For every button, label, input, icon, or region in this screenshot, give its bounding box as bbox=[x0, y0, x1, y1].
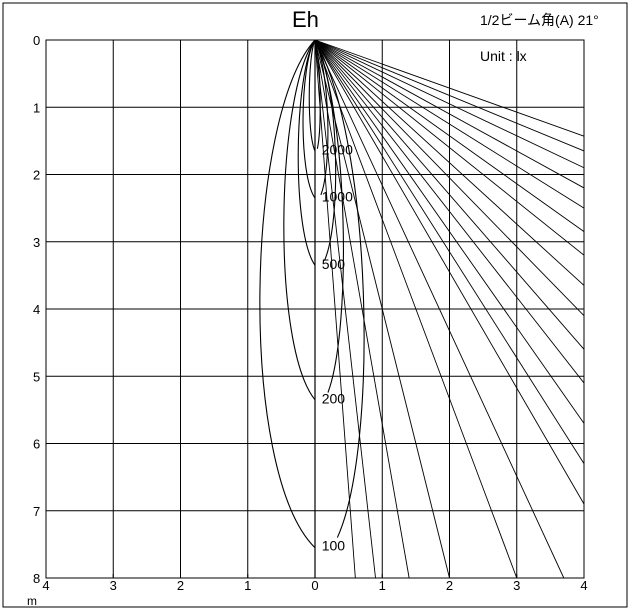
y-tick-label: 0 bbox=[33, 33, 40, 48]
diagram-title: Eh bbox=[292, 7, 319, 32]
isolux-label: 100 bbox=[322, 538, 346, 554]
x-tick-label: 1 bbox=[379, 578, 386, 593]
beam-ray bbox=[314, 39, 565, 579]
beam-ray bbox=[314, 39, 585, 424]
y-tick-label: 4 bbox=[33, 302, 40, 317]
y-tick-label: 3 bbox=[33, 235, 40, 250]
beam-ray bbox=[314, 39, 450, 579]
beam-ray bbox=[314, 39, 585, 256]
y-tick-label: 1 bbox=[33, 100, 40, 115]
y-tick-label: 6 bbox=[33, 437, 40, 452]
x-tick-label: 0 bbox=[311, 578, 318, 593]
isolux-label: 2000 bbox=[322, 142, 353, 158]
x-axis-ticks: 4 3 2 1 0 1 2 3 4 bbox=[42, 578, 587, 593]
x-tick-label: 3 bbox=[513, 578, 520, 593]
x-tick-label: 4 bbox=[580, 578, 587, 593]
isolux-label: 500 bbox=[322, 256, 346, 272]
isolux-curve-100 bbox=[259, 39, 365, 549]
beam-ray bbox=[314, 39, 585, 152]
isolux-curve-200 bbox=[283, 39, 344, 401]
y-axis-ticks: 0 1 2 3 4 5 6 7 8 bbox=[33, 33, 40, 586]
y-tick-label: 8 bbox=[33, 571, 40, 586]
beam-ray bbox=[314, 39, 356, 579]
beam-ray bbox=[314, 39, 585, 350]
x-tick-label: 2 bbox=[177, 578, 184, 593]
beam-ray bbox=[314, 39, 585, 209]
beam-ray bbox=[314, 39, 376, 579]
x-tick-label: 3 bbox=[110, 578, 117, 593]
beam-ray bbox=[314, 39, 585, 137]
x-axis-unit: m bbox=[27, 594, 37, 608]
y-tick-label: 2 bbox=[33, 168, 40, 183]
beam-ray bbox=[314, 39, 585, 464]
x-tick-label: 4 bbox=[42, 578, 49, 593]
x-tick-label: 2 bbox=[446, 578, 453, 593]
isolux-curves bbox=[259, 39, 365, 549]
beam-rays bbox=[314, 39, 585, 579]
beam-ray bbox=[314, 39, 585, 384]
beam-ray bbox=[314, 39, 585, 286]
beam-ray bbox=[314, 39, 585, 505]
y-tick-label: 7 bbox=[33, 504, 40, 519]
isolux-curve-1000 bbox=[302, 39, 329, 199]
y-tick-label: 5 bbox=[33, 369, 40, 384]
beam-ray bbox=[314, 39, 585, 169]
unit-label: Unit : lx bbox=[480, 48, 527, 64]
x-tick-label: 1 bbox=[244, 578, 251, 593]
beam-ray bbox=[314, 39, 585, 317]
isolux-label: 200 bbox=[322, 390, 346, 406]
isolux-labels: 2000 1000 500 200 100 bbox=[322, 142, 353, 554]
beam-ray bbox=[314, 39, 585, 233]
isolux-curve-2000 bbox=[308, 39, 321, 152]
beam-ray bbox=[314, 39, 585, 189]
beam-ray bbox=[314, 39, 410, 579]
beam-angle-label: 1/2ビーム角(A) 21° bbox=[480, 12, 599, 28]
isolux-label: 1000 bbox=[322, 189, 353, 205]
beam-ray bbox=[314, 39, 518, 579]
